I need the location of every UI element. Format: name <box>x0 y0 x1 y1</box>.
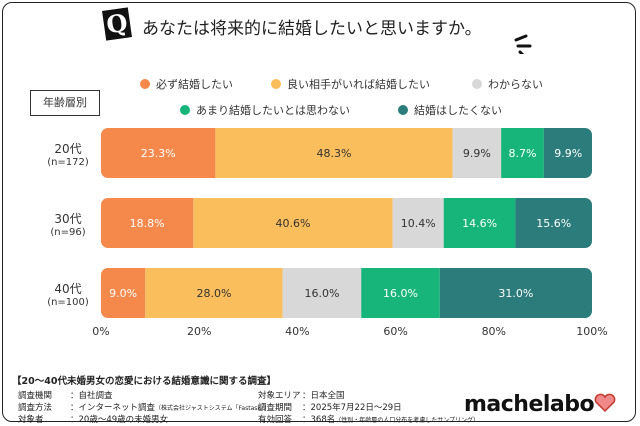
survey-title: 【20～40代未婚男女の恋愛における結婚意識に関する調査】 <box>12 376 276 387</box>
bar-segment <box>282 268 362 318</box>
n-label: (n=96) <box>50 227 86 238</box>
x-tick-label: 40% <box>285 325 309 338</box>
bar-segment <box>101 198 194 248</box>
data-label: 15.6% <box>536 217 571 230</box>
age-label: 30代 <box>54 212 82 226</box>
n-label: (n=172) <box>47 157 89 168</box>
bar-segment <box>439 268 592 318</box>
bar-segment <box>443 198 516 248</box>
legend-label: 必ず結婚したい <box>156 78 233 91</box>
legend-item: 良い相手がいれば結婚したい <box>271 76 430 92</box>
data-label: 10.4% <box>401 217 436 230</box>
data-label: 48.3% <box>317 147 352 160</box>
bar-segment <box>515 198 592 248</box>
data-label: 16.0% <box>304 287 339 300</box>
data-label: 9.9% <box>463 147 491 160</box>
x-tick-label: 0% <box>92 325 109 338</box>
data-label: 9.0% <box>109 287 137 300</box>
legend-swatch <box>398 105 408 115</box>
row-label: 20代 (n=172) <box>40 140 96 168</box>
info-key: 対象エリア <box>258 391 301 401</box>
info-key: 調査機関 <box>18 391 53 401</box>
legend-swatch <box>140 79 150 89</box>
info-value: ：インターネット調査 <box>70 403 156 413</box>
bar-segment <box>193 198 393 248</box>
bar-segment <box>101 128 216 178</box>
legend-label: 結婚はしたくない <box>414 104 502 117</box>
heart-icon <box>594 393 616 413</box>
chart-title: あなたは将来的に結婚したいと思いますか。 <box>142 19 482 39</box>
bar-chart: 23.3% 48.3% 9.9% 8.7% 9.9% 18.8% 40.6% 10.4% 14.… <box>92 128 608 338</box>
logo-text: machelabo <box>464 392 595 417</box>
data-label: 28.0% <box>196 287 231 300</box>
info-note: （性別・年齢層の人口分布を考慮したサンプリング） <box>335 417 480 424</box>
legend-label: わからない <box>488 78 543 91</box>
legend-swatch <box>180 105 190 115</box>
bar-segment <box>452 128 502 178</box>
survey-info: 【20～40代未婚男女の恋愛における結婚意識に関する調査】 調査機関 ：自社調査 … <box>12 373 632 425</box>
card-frame <box>2 2 636 422</box>
info-value: ：20歳～49歳の未婚男女 <box>70 415 169 425</box>
bar-segment <box>145 268 283 318</box>
legend-swatch <box>472 79 482 89</box>
legend-item: あまり結婚したいとは思わない <box>180 102 350 118</box>
legend-item: わからない <box>472 76 543 92</box>
legend-item: 必ず結婚したい <box>140 76 233 92</box>
info-key: 調査期間 <box>258 403 293 413</box>
legend-item: 結婚はしたくない <box>398 102 502 118</box>
x-tick-label: 60% <box>383 325 407 338</box>
info-key: 調査方法 <box>18 403 53 413</box>
info-value: ：日本全国 <box>302 391 345 401</box>
legend-label: 良い相手がいれば結婚したい <box>287 78 430 91</box>
row-label: 30代 (n=96) <box>40 210 96 238</box>
data-label: 18.8% <box>130 217 165 230</box>
data-label: 9.9% <box>554 147 582 160</box>
info-value: ：2025年7月22日～29日 <box>302 403 402 413</box>
info-note: （株式会社ジャストシステム「Fastask」） <box>155 405 270 412</box>
x-tick-label: 20% <box>187 325 211 338</box>
data-label: 23.3% <box>141 147 176 160</box>
emphasis-lines-icon <box>514 34 532 54</box>
bar-segment <box>543 128 592 178</box>
info-value: ：368名 <box>302 415 336 425</box>
legend-label: あまり結婚したいとは思わない <box>196 104 350 117</box>
group-label: 年齢層別 <box>30 90 100 116</box>
legend-swatch <box>271 79 281 89</box>
logo: machelabo <box>464 392 616 417</box>
data-label: 31.0% <box>498 287 533 300</box>
info-value: ：自社調査 <box>70 391 113 401</box>
data-label: 16.0% <box>383 287 418 300</box>
bar-segment <box>215 128 453 178</box>
data-label: 8.7% <box>509 147 537 160</box>
x-tick-label: 100% <box>576 325 607 338</box>
info-key: 有効回答 <box>258 415 293 425</box>
x-tick-label: 80% <box>482 325 506 338</box>
age-label: 40代 <box>54 282 82 296</box>
age-label: 20代 <box>54 142 82 156</box>
bar-segment <box>501 128 544 178</box>
row-label: 40代 (n=100) <box>40 280 96 308</box>
bar-segment <box>361 268 440 318</box>
data-label: 14.6% <box>462 217 497 230</box>
data-label: 40.6% <box>276 217 311 230</box>
bar-segment <box>101 268 146 318</box>
bar-segment <box>392 198 444 248</box>
n-label: (n=100) <box>47 297 89 308</box>
info-key: 対象者 <box>18 415 44 425</box>
